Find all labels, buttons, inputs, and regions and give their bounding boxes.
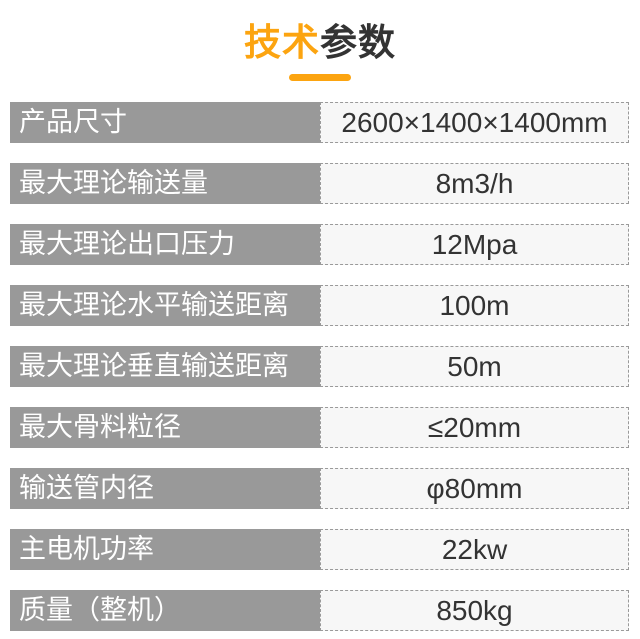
section-header: 技术参数 <box>0 0 640 81</box>
spec-value: 100m <box>320 285 629 326</box>
page-title: 技术参数 <box>0 22 640 63</box>
spec-value: 22kw <box>320 529 629 570</box>
spec-row-pipe-diameter: 输送管内径 φ80mm <box>10 468 629 509</box>
spec-value: 8m3/h <box>320 163 629 204</box>
spec-row-motor-power: 主电机功率 22kw <box>10 529 629 570</box>
spec-value: 12Mpa <box>320 224 629 265</box>
spec-value: φ80mm <box>320 468 629 509</box>
page-title-highlight: 技术 <box>244 22 320 63</box>
title-underline-bar <box>289 74 351 81</box>
spec-label: 输送管内径 <box>10 468 320 509</box>
spec-label: 最大理论出口压力 <box>10 224 320 265</box>
spec-label: 主电机功率 <box>10 529 320 570</box>
spec-row-vertical-distance: 最大理论垂直输送距离 50m <box>10 346 629 387</box>
spec-label: 最大骨料粒径 <box>10 407 320 448</box>
spec-row-dimensions: 产品尺寸 2600×1400×1400mm <box>10 102 629 143</box>
spec-value: ≤20mm <box>320 407 629 448</box>
spec-row-total-weight: 质量（整机） 850kg <box>10 590 629 631</box>
spec-label: 最大理论水平输送距离 <box>10 285 320 326</box>
spec-row-max-output: 最大理论输送量 8m3/h <box>10 163 629 204</box>
spec-row-aggregate-size: 最大骨料粒径 ≤20mm <box>10 407 629 448</box>
spec-value: 2600×1400×1400mm <box>320 102 629 143</box>
spec-value: 850kg <box>320 590 629 631</box>
spec-label: 最大理论输送量 <box>10 163 320 204</box>
spec-row-horizontal-distance: 最大理论水平输送距离 100m <box>10 285 629 326</box>
spec-label: 产品尺寸 <box>10 102 320 143</box>
page-title-rest: 参数 <box>320 22 396 63</box>
spec-value: 50m <box>320 346 629 387</box>
spec-row-outlet-pressure: 最大理论出口压力 12Mpa <box>10 224 629 265</box>
spec-table: 产品尺寸 2600×1400×1400mm 最大理论输送量 8m3/h 最大理论… <box>0 102 640 631</box>
spec-label: 质量（整机） <box>10 590 320 631</box>
spec-label: 最大理论垂直输送距离 <box>10 346 320 387</box>
